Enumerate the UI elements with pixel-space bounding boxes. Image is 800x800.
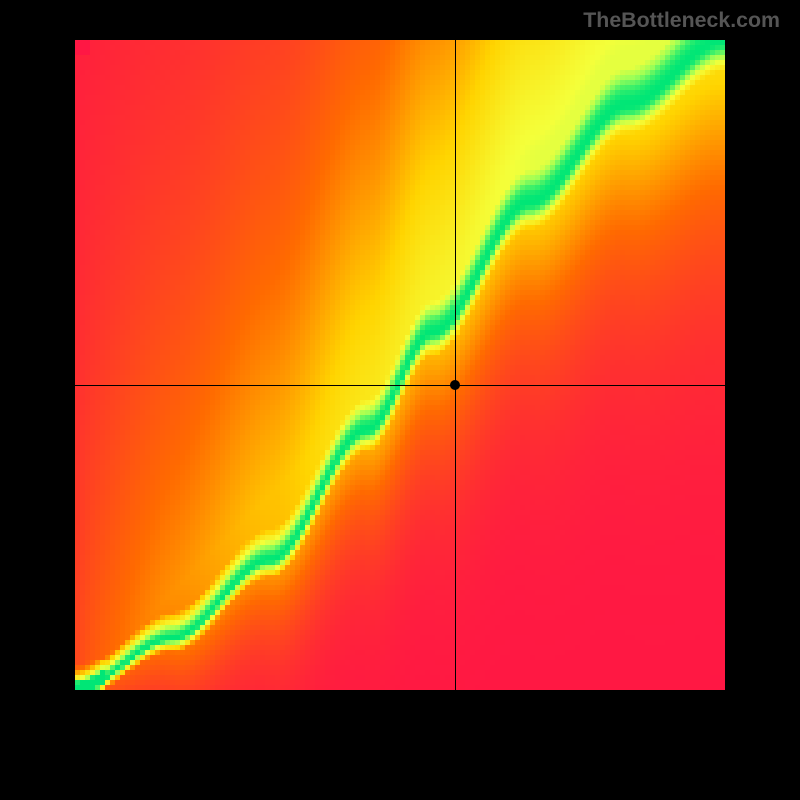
crosshair-vertical: [455, 40, 456, 690]
crosshair-horizontal: [75, 385, 725, 386]
heatmap-canvas: [75, 40, 725, 690]
chart-container: TheBottleneck.com: [0, 0, 800, 800]
crosshair-marker: [450, 380, 460, 390]
plot-area: [75, 40, 725, 690]
watermark-text: TheBottleneck.com: [583, 8, 780, 33]
